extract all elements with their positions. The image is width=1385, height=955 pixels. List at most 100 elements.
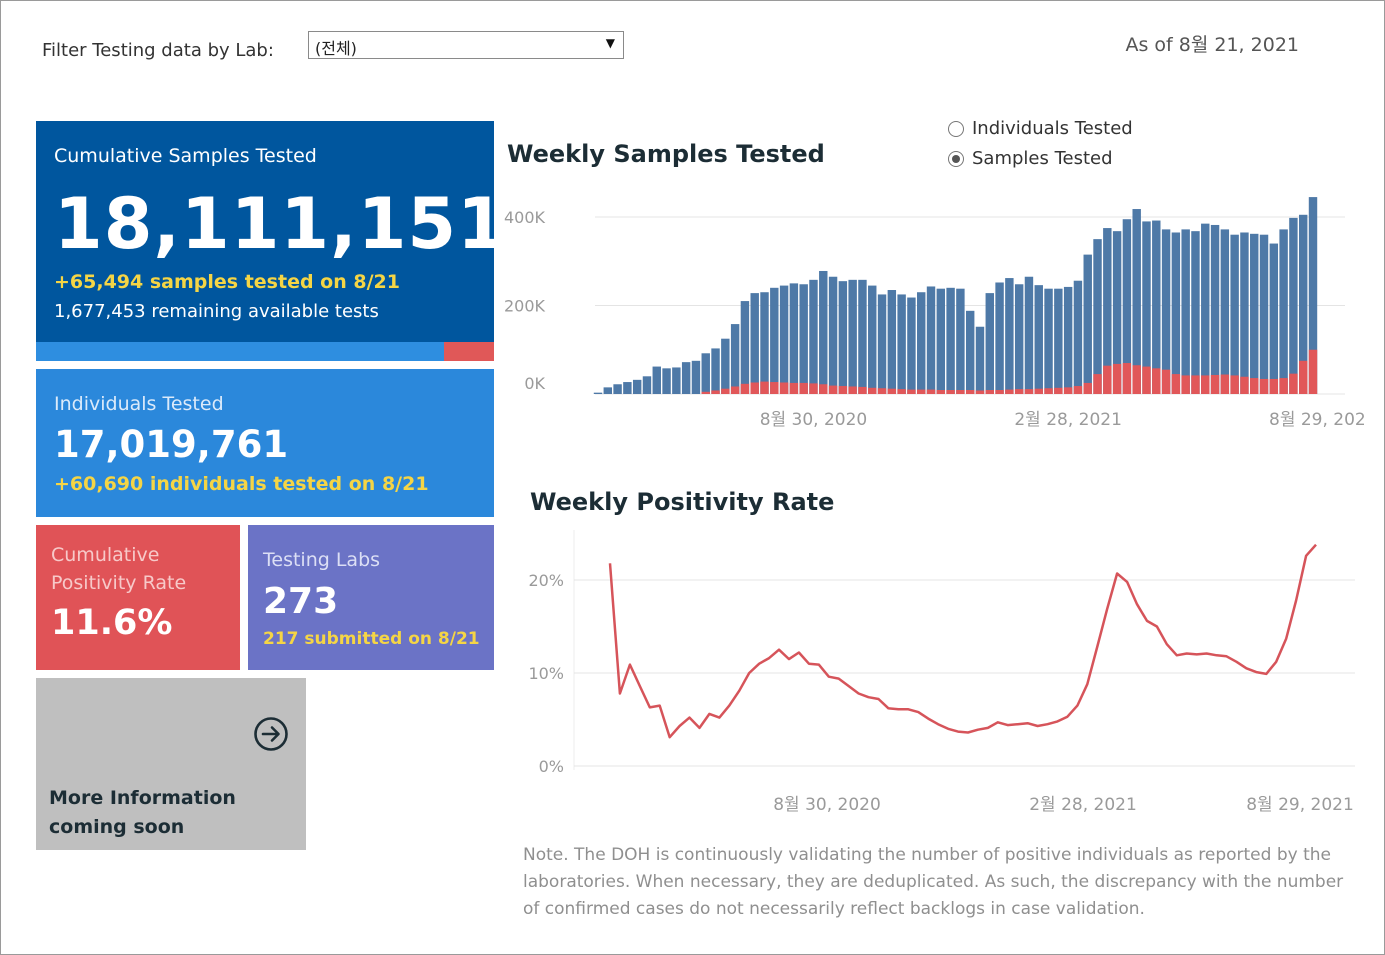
bar-positive[interactable] xyxy=(1181,375,1190,394)
bar-samples-tested[interactable] xyxy=(1132,209,1141,394)
bar-positive[interactable] xyxy=(1152,368,1161,394)
bar-samples-tested[interactable] xyxy=(1152,220,1161,394)
bar-samples-tested[interactable] xyxy=(770,287,779,394)
bar-samples-tested[interactable] xyxy=(789,283,799,394)
bar-positive[interactable] xyxy=(721,388,730,394)
dropdown-arrow-icon[interactable]: ▼ xyxy=(605,36,615,50)
bar-samples-tested[interactable] xyxy=(1083,254,1092,394)
bar-samples-tested[interactable] xyxy=(1230,234,1239,394)
bar-samples-tested[interactable] xyxy=(701,353,710,394)
bar-samples-tested[interactable] xyxy=(1034,285,1043,394)
bar-samples-tested[interactable] xyxy=(760,292,769,394)
bar-samples-tested[interactable] xyxy=(1024,276,1034,394)
bar-positive[interactable] xyxy=(1279,378,1288,394)
bar-samples-tested[interactable] xyxy=(956,288,965,394)
bar-samples-tested[interactable] xyxy=(1220,229,1230,394)
bar-positive[interactable] xyxy=(858,386,867,394)
bar-positive[interactable] xyxy=(907,389,916,394)
bar-samples-tested[interactable] xyxy=(623,382,632,394)
bar-positive[interactable] xyxy=(1014,389,1024,394)
bar-positive[interactable] xyxy=(1073,386,1083,394)
bar-positive[interactable] xyxy=(1289,373,1298,394)
bar-samples-tested[interactable] xyxy=(1093,239,1102,394)
bar-samples-tested[interactable] xyxy=(1161,229,1171,394)
bar-positive[interactable] xyxy=(995,390,1004,394)
bar-samples-tested[interactable] xyxy=(985,293,994,394)
bar-samples-tested[interactable] xyxy=(652,366,661,394)
bar-samples-tested[interactable] xyxy=(1289,217,1298,394)
bar-samples-tested[interactable] xyxy=(946,287,955,394)
bar-samples-tested[interactable] xyxy=(868,285,877,394)
bar-positive[interactable] xyxy=(1191,375,1200,394)
bar-samples-tested[interactable] xyxy=(1240,232,1249,394)
bar-positive[interactable] xyxy=(946,390,955,394)
bar-samples-tested[interactable] xyxy=(1073,280,1083,394)
bar-samples-tested[interactable] xyxy=(632,379,642,394)
bar-positive[interactable] xyxy=(1063,387,1073,394)
bar-positive[interactable] xyxy=(828,385,838,394)
bar-samples-tested[interactable] xyxy=(858,279,867,394)
bar-positive[interactable] xyxy=(936,390,946,394)
bar-positive[interactable] xyxy=(1142,366,1151,394)
bar-positive[interactable] xyxy=(701,391,710,394)
bar-samples-tested[interactable] xyxy=(691,360,701,394)
bar-samples-tested[interactable] xyxy=(975,326,985,394)
bar-positive[interactable] xyxy=(868,387,877,394)
bar-positive[interactable] xyxy=(1044,388,1053,394)
bar-samples-tested[interactable] xyxy=(1181,229,1190,394)
bar-samples-tested[interactable] xyxy=(1269,243,1279,394)
bar-positive[interactable] xyxy=(799,382,808,394)
bar-positive[interactable] xyxy=(819,384,828,394)
bar-samples-tested[interactable] xyxy=(593,392,603,394)
bar-samples-tested[interactable] xyxy=(1171,232,1181,394)
bar-samples-tested[interactable] xyxy=(907,297,916,394)
bar-samples-tested[interactable] xyxy=(936,288,946,394)
bar-samples-tested[interactable] xyxy=(662,368,671,394)
bar-samples-tested[interactable] xyxy=(681,362,691,394)
bar-positive[interactable] xyxy=(1083,382,1092,394)
bar-samples-tested[interactable] xyxy=(848,279,857,394)
bar-positive[interactable] xyxy=(1024,389,1034,394)
arrow-circle-right-icon[interactable] xyxy=(253,716,289,752)
bar-positive[interactable] xyxy=(956,390,965,394)
bar-samples-tested[interactable] xyxy=(897,294,906,394)
bar-positive[interactable] xyxy=(789,382,799,394)
bar-positive[interactable] xyxy=(750,382,759,394)
bar-positive[interactable] xyxy=(1112,363,1122,394)
bar-samples-tested[interactable] xyxy=(1122,219,1132,394)
bar-samples-tested[interactable] xyxy=(1103,228,1112,394)
bar-samples-tested[interactable] xyxy=(721,338,730,394)
bar-positive[interactable] xyxy=(848,386,857,394)
bar-samples-tested[interactable] xyxy=(1201,223,1210,394)
bar-samples-tested[interactable] xyxy=(819,270,828,394)
bar-positive[interactable] xyxy=(1103,365,1112,394)
radio-individuals-tested[interactable]: Individuals Tested xyxy=(948,118,1133,139)
bar-samples-tested[interactable] xyxy=(1191,231,1200,394)
bar-positive[interactable] xyxy=(1093,374,1102,394)
bar-positive[interactable] xyxy=(730,386,740,394)
bar-positive[interactable] xyxy=(877,388,887,394)
bar-positive[interactable] xyxy=(809,383,818,394)
bar-positive[interactable] xyxy=(965,390,975,394)
bar-positive[interactable] xyxy=(1122,363,1132,394)
bar-samples-tested[interactable] xyxy=(1279,229,1288,394)
bar-positive[interactable] xyxy=(1220,374,1230,394)
bar-samples-tested[interactable] xyxy=(613,384,622,394)
bar-positive[interactable] xyxy=(1230,375,1239,394)
bar-positive[interactable] xyxy=(740,383,750,394)
bar-positive[interactable] xyxy=(760,381,769,394)
bar-positive[interactable] xyxy=(1259,378,1269,394)
bar-positive[interactable] xyxy=(779,382,789,394)
bar-positive[interactable] xyxy=(887,388,897,394)
bar-positive[interactable] xyxy=(770,382,779,394)
positivity-rate-line[interactable] xyxy=(608,543,1317,739)
bar-positive[interactable] xyxy=(897,389,906,394)
bar-samples-tested[interactable] xyxy=(965,310,975,394)
bar-samples-tested[interactable] xyxy=(1054,288,1063,394)
bar-positive[interactable] xyxy=(1034,388,1043,394)
bar-positive[interactable] xyxy=(1298,360,1308,394)
bar-samples-tested[interactable] xyxy=(1063,286,1073,394)
bar-samples-tested[interactable] xyxy=(1142,221,1151,394)
bar-samples-tested[interactable] xyxy=(1259,234,1269,394)
bar-positive[interactable] xyxy=(926,389,936,394)
